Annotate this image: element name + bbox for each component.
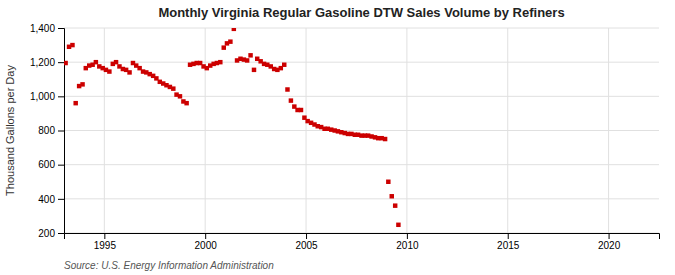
point <box>282 62 286 66</box>
x-tick: 2010 <box>396 233 419 251</box>
y-tick-label: 1,000 <box>30 91 55 102</box>
point <box>171 86 175 90</box>
point <box>64 61 68 65</box>
point <box>222 45 226 49</box>
y-tick: 1,200 <box>30 57 64 68</box>
y-tick-label: 400 <box>38 194 55 205</box>
chart: 1995 2000 2005 2010 2015 2020 200 400 600 800 1,00… <box>0 0 675 275</box>
x-grid-line <box>406 28 407 233</box>
point <box>285 87 289 91</box>
x-grid-line <box>104 28 105 233</box>
x-tick-mark <box>508 233 509 239</box>
y-tick-mark <box>58 28 64 29</box>
point <box>396 223 400 227</box>
x-grid-line <box>306 28 307 233</box>
point <box>80 82 84 86</box>
point <box>107 69 111 73</box>
y-axis-line <box>58 29 65 234</box>
y-tick-label: 800 <box>38 125 55 136</box>
x-tick-label: 2000 <box>195 240 218 251</box>
x-tick: 2020 <box>598 233 621 251</box>
y-tick-label: 200 <box>38 228 55 239</box>
x-tick-label: 2020 <box>598 240 621 251</box>
point <box>393 203 397 207</box>
y-grid-line <box>64 164 659 165</box>
point <box>252 68 256 72</box>
y-tick-mark <box>58 96 64 97</box>
x-axis-line <box>65 234 660 240</box>
x-tick: 2000 <box>195 233 218 251</box>
point <box>127 70 131 74</box>
point <box>390 194 394 198</box>
y-tick-mark <box>58 131 64 132</box>
y-tick-mark <box>58 233 64 234</box>
y-grid-line <box>64 198 659 199</box>
points <box>64 28 401 227</box>
y-tick: 200 <box>38 228 64 239</box>
x-axis: 1995 2000 2005 2010 2015 2020 <box>65 233 660 251</box>
point <box>289 98 293 102</box>
y-axis: 200 400 600 800 1,000 1,200 1,400 <box>30 23 65 239</box>
y-grid-line <box>64 130 659 131</box>
title: Monthly Virginia Regular Gasoline DTW Sa… <box>158 5 564 20</box>
x-grid-line <box>608 28 609 233</box>
plot: 1995 2000 2005 2010 2015 2020 200 400 600 800 1,00… <box>30 23 660 251</box>
point <box>383 137 387 141</box>
point <box>184 101 188 105</box>
x-tick-label: 2005 <box>295 240 318 251</box>
x-tick-mark <box>205 233 206 239</box>
y-tick: 1,000 <box>30 91 64 102</box>
x-tick-mark <box>306 233 307 239</box>
source-note: Source: U.S. Energy Information Administ… <box>64 260 274 271</box>
point <box>245 58 249 62</box>
x-tick-mark <box>407 233 408 239</box>
point <box>218 60 222 64</box>
point <box>178 94 182 98</box>
x-tick: 2005 <box>295 233 318 251</box>
point <box>114 60 118 64</box>
point <box>228 39 232 43</box>
y-axis-title: Thousand Gallons per Day <box>4 65 16 196</box>
y-tick-label: 1,200 <box>30 57 55 68</box>
point <box>386 180 390 184</box>
x-tick: 1995 <box>94 233 117 251</box>
grid <box>64 28 659 233</box>
y-tick: 800 <box>38 125 64 136</box>
y-tick: 1,400 <box>30 23 64 34</box>
x-tick-mark <box>104 233 105 239</box>
y-tick-mark <box>58 62 64 63</box>
y-tick: 600 <box>38 159 64 170</box>
y-tick-label: 600 <box>38 159 55 170</box>
y-tick: 400 <box>38 194 64 205</box>
point <box>248 53 252 57</box>
y-tick-label: 1,400 <box>30 23 55 34</box>
point <box>70 43 74 47</box>
y-grid-line <box>64 62 659 63</box>
point <box>299 108 303 112</box>
point <box>94 60 98 64</box>
x-tick-mark <box>609 233 610 239</box>
point <box>232 28 236 31</box>
x-tick-label: 1995 <box>94 240 117 251</box>
y-grid-line <box>64 96 659 97</box>
x-tick-label: 2015 <box>497 240 520 251</box>
y-tick-mark <box>58 165 64 166</box>
y-grid-line <box>64 28 659 29</box>
x-tick: 2015 <box>497 233 520 251</box>
x-grid-line <box>205 28 206 233</box>
y-tick-mark <box>58 199 64 200</box>
point <box>73 101 77 105</box>
chart-container: 1995 2000 2005 2010 2015 2020 200 400 600 800 1,00… <box>0 0 675 275</box>
x-tick-label: 2010 <box>396 240 419 251</box>
x-grid-line <box>507 28 508 233</box>
